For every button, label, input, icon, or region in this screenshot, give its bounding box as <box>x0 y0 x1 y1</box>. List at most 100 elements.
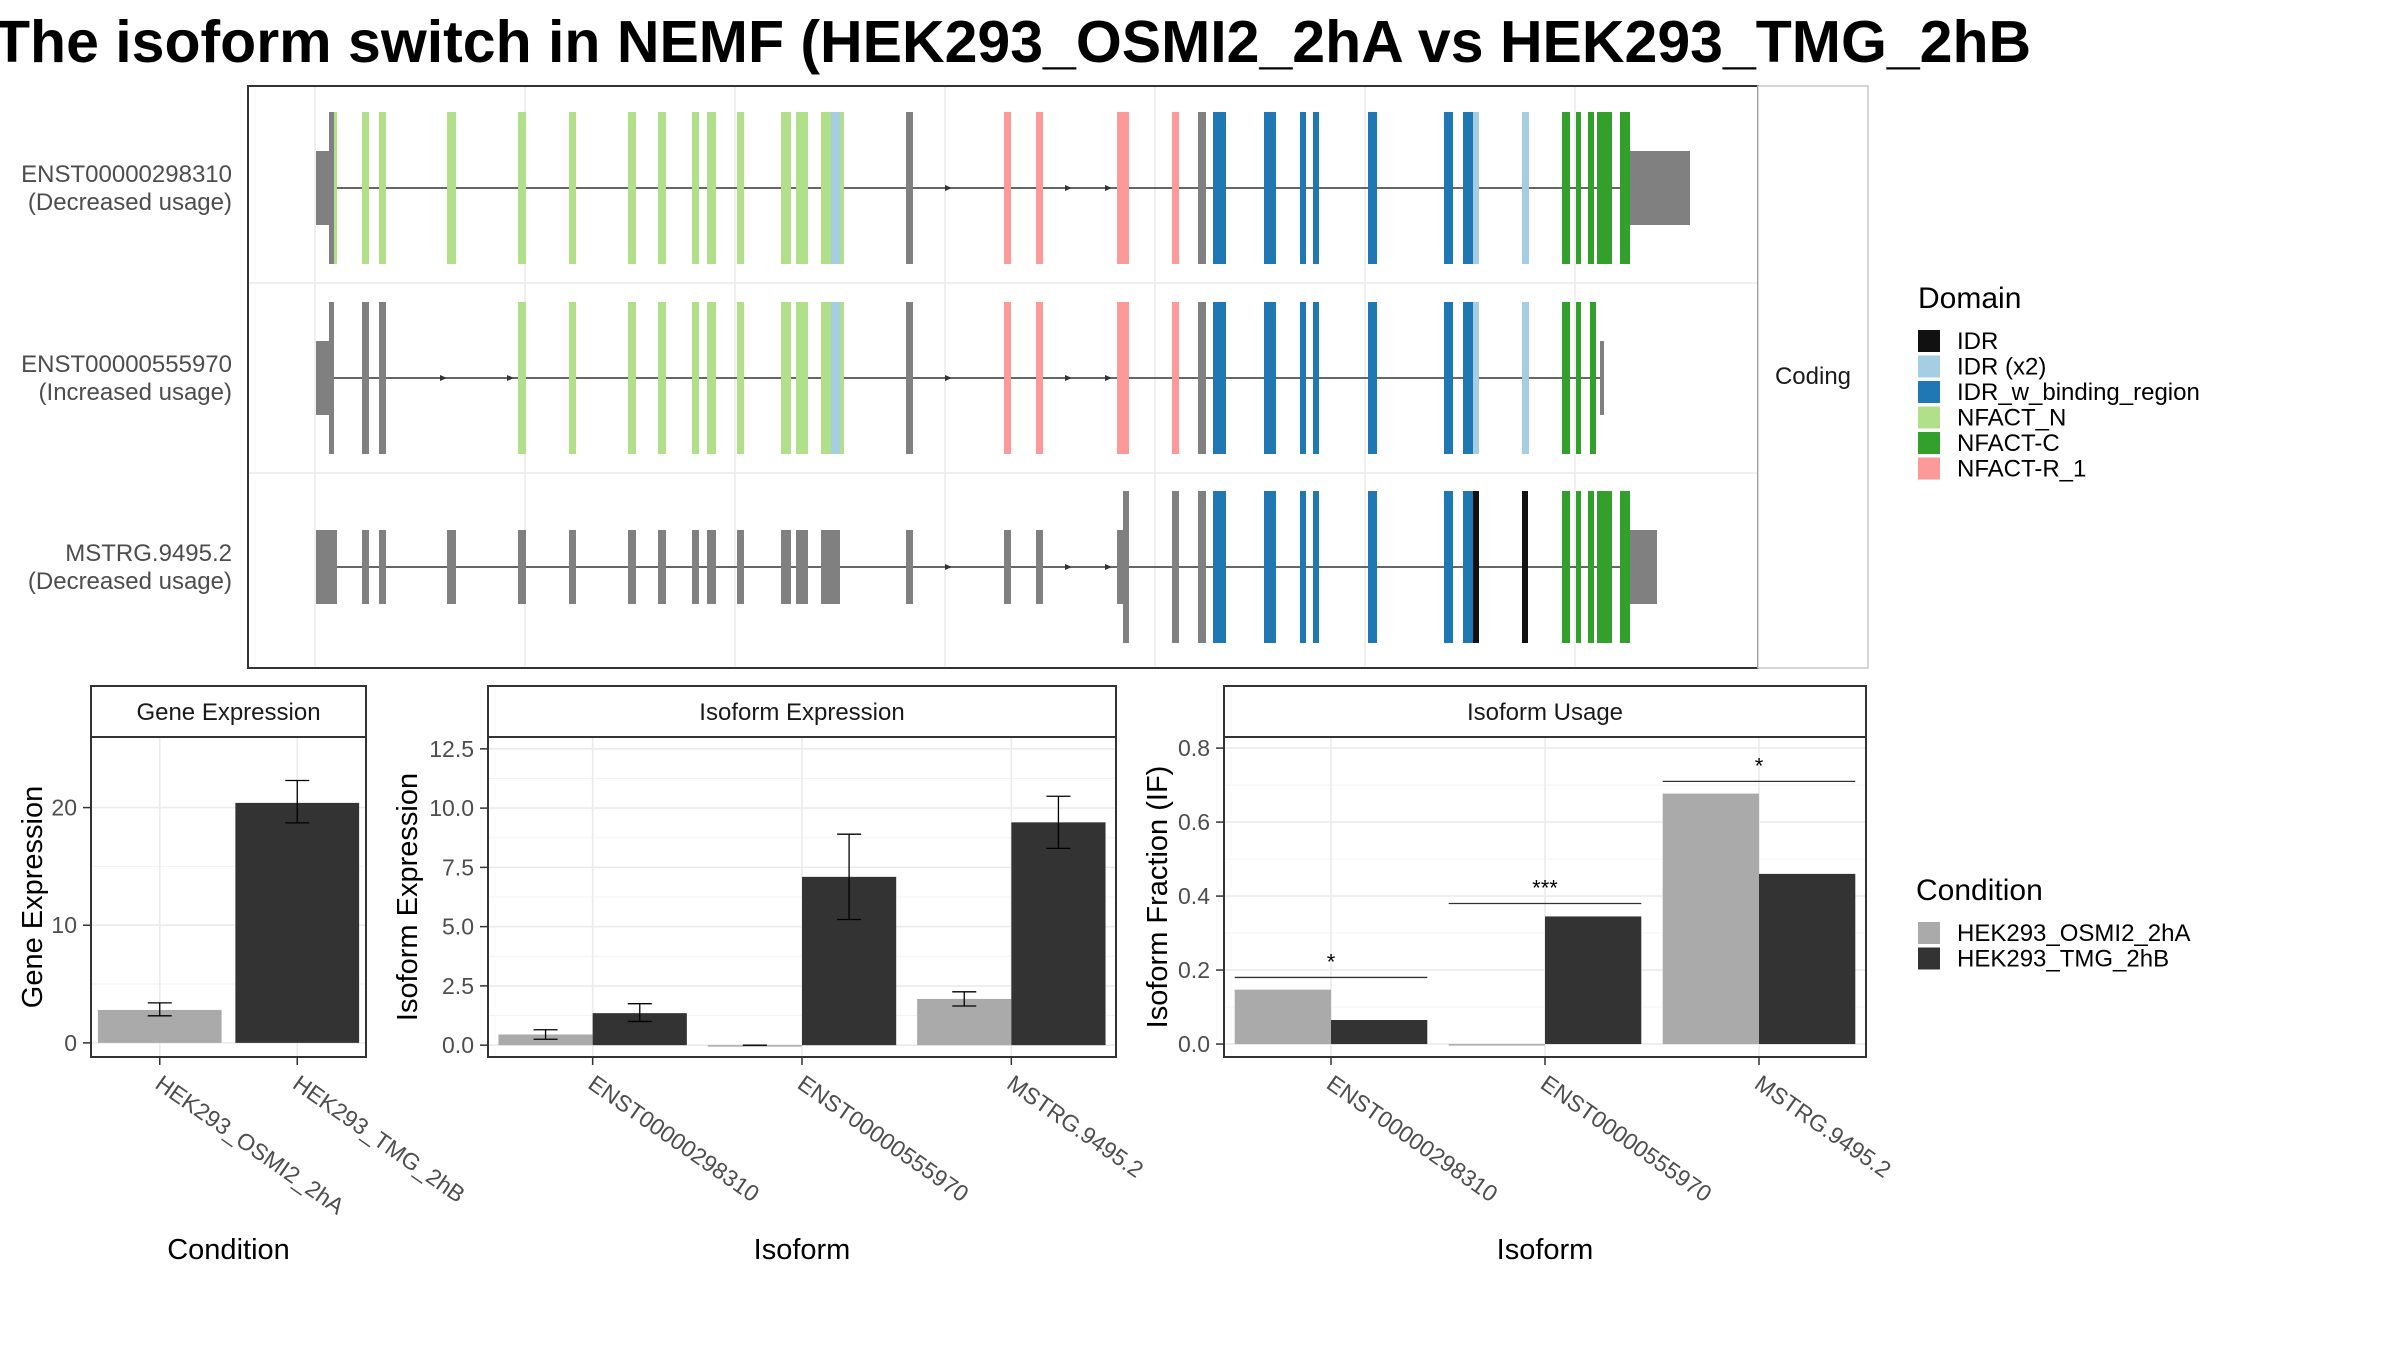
bar <box>1448 1044 1545 1046</box>
intron-arrow <box>945 375 952 381</box>
exon-block <box>379 530 386 604</box>
domain-legend-key <box>1918 432 1940 454</box>
y-tick-label: 0 <box>64 1030 77 1056</box>
exon-block <box>1198 112 1206 264</box>
panel-title: Gene Expression <box>136 699 320 726</box>
exon-block <box>1576 112 1581 264</box>
intron-arrow <box>507 375 514 381</box>
intron-arrow <box>1065 185 1072 191</box>
exon-block <box>1590 302 1596 454</box>
exon-block <box>906 302 913 454</box>
bar <box>1662 793 1759 1045</box>
exon-block <box>821 302 831 454</box>
page-title: The isoform switch in NEMF (HEK293_OSMI2… <box>0 9 2032 75</box>
exon-block <box>1036 530 1043 604</box>
domain-legend-key <box>1918 406 1940 429</box>
exon-block <box>658 112 666 264</box>
exon-block <box>1300 302 1306 454</box>
intron-arrow <box>1105 375 1112 381</box>
exon-block <box>329 302 334 454</box>
intron-arrow <box>440 375 447 381</box>
y-tick-label: 20 <box>51 795 77 821</box>
exon-block <box>796 302 808 454</box>
bar-chart-panel: Isoform Expression 0.0 2.5 5.0 7.5 10.0 12.5 EN… <box>392 685 1148 1266</box>
exon-block <box>1313 112 1319 264</box>
condition-legend-key <box>1918 922 1940 944</box>
y-tick-label: 0.6 <box>1178 809 1210 835</box>
exon-block <box>569 112 576 264</box>
domain-legend-label: IDR <box>1957 328 1998 355</box>
intron-arrow <box>945 564 952 570</box>
exon-block <box>692 302 699 454</box>
exon-block <box>1597 112 1612 264</box>
bar <box>1011 822 1106 1046</box>
exon-block <box>1473 302 1479 454</box>
exon-block <box>1522 491 1528 643</box>
domain-legend-label: NFACT_N <box>1957 405 2066 432</box>
exon-block <box>831 302 840 454</box>
exon-block <box>906 530 913 604</box>
domain-legend-label: IDR (x2) <box>1957 354 2046 381</box>
x-tick-label: ENST00000298310 <box>1322 1070 1502 1207</box>
exon-block <box>316 151 333 225</box>
exon-block <box>692 112 699 264</box>
condition-legend-title: Condition <box>1916 874 2043 907</box>
x-tick-label: MSTRG.9495.2 <box>1750 1070 1896 1183</box>
x-tick-label: ENST00000555970 <box>793 1070 973 1207</box>
condition-legend-label: HEK293_TMG_2hB <box>1957 946 2169 973</box>
exon-block <box>379 302 386 454</box>
significance-label: * <box>1327 949 1336 974</box>
exon-block <box>1562 302 1570 454</box>
x-tick-label: ENST00000555970 <box>1536 1070 1716 1207</box>
exon-block <box>379 112 386 264</box>
exon-block <box>1004 530 1011 604</box>
exon-block <box>1004 112 1011 264</box>
y-tick-label: 0.2 <box>1178 957 1210 983</box>
domain-legend-key <box>1918 355 1940 378</box>
exon-block <box>1313 302 1319 454</box>
exon-block <box>1444 491 1453 643</box>
exon-block <box>1463 302 1473 454</box>
exon-block <box>1264 302 1276 454</box>
exon-block <box>1597 491 1612 643</box>
domain-legend-label: NFACT-C <box>1957 430 2060 457</box>
bar <box>707 1045 802 1047</box>
exon-block <box>1444 112 1453 264</box>
x-axis-title: Isoform <box>754 1234 851 1266</box>
exon-block <box>906 112 913 264</box>
exon-block <box>1313 491 1319 643</box>
bar-chart-panel: *****Isoform Usage0.00.20.40.60.8ENST000… <box>1142 685 1896 1266</box>
exon-block <box>1117 530 1123 604</box>
y-tick-label: 10.0 <box>429 795 474 821</box>
exon-block <box>796 530 808 604</box>
significance-label: * <box>1755 753 1764 778</box>
structure-panel-background <box>248 86 1758 668</box>
panel-strip <box>487 685 1117 738</box>
exon-block <box>737 112 744 264</box>
exon-block <box>1368 302 1377 454</box>
exon-block <box>1117 112 1129 264</box>
y-tick-label: 0.0 <box>1178 1031 1210 1057</box>
bar <box>1545 916 1642 1045</box>
significance-label: *** <box>1532 875 1558 900</box>
exon-block <box>447 112 456 264</box>
exon-block <box>1522 112 1529 264</box>
exon-block <box>1576 302 1581 454</box>
exon-block <box>1473 491 1479 643</box>
intron-arrow <box>1105 185 1112 191</box>
x-tick-label: MSTRG.9495.2 <box>1002 1070 1148 1183</box>
exon-block <box>707 112 716 264</box>
y-tick-label: 12.5 <box>429 736 474 762</box>
error-bar <box>147 1002 172 1017</box>
exon-block <box>1172 302 1179 454</box>
intron-arrow <box>1065 375 1072 381</box>
exon-block <box>518 112 526 264</box>
domain-legend-key <box>1918 330 1940 352</box>
exon-block <box>840 112 844 264</box>
y-tick-label: 0.8 <box>1178 735 1210 761</box>
error-bar <box>952 991 977 1007</box>
exon-block <box>569 530 576 604</box>
exon-block <box>1036 302 1043 454</box>
x-axis-title: Isoform <box>1497 1234 1594 1266</box>
